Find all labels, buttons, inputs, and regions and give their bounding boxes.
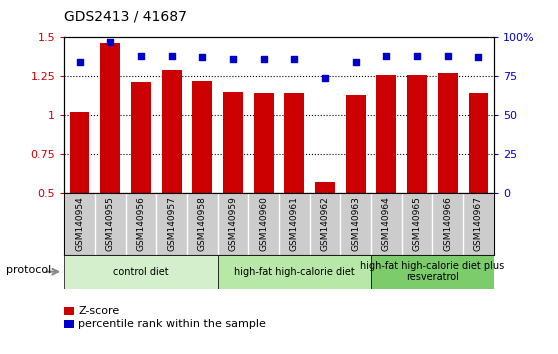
Bar — [70, 112, 89, 193]
Point — [320, 75, 329, 80]
Point — [259, 56, 268, 62]
Text: GSM140966: GSM140966 — [443, 196, 453, 251]
Bar — [315, 182, 335, 193]
Bar — [223, 92, 243, 193]
Text: GSM140961: GSM140961 — [290, 196, 299, 251]
Bar — [469, 93, 488, 193]
Text: percentile rank within the sample: percentile rank within the sample — [78, 319, 266, 329]
Point — [351, 59, 360, 65]
Text: GSM140963: GSM140963 — [351, 196, 360, 251]
Bar — [131, 82, 151, 193]
Text: high-fat high-calorie diet: high-fat high-calorie diet — [234, 267, 355, 277]
Text: GSM140954: GSM140954 — [75, 196, 84, 251]
Point — [382, 53, 391, 59]
Point — [75, 59, 84, 65]
Bar — [100, 44, 120, 193]
Point — [412, 53, 421, 59]
Text: GSM140956: GSM140956 — [136, 196, 146, 251]
Point — [136, 53, 145, 59]
Text: GDS2413 / 41687: GDS2413 / 41687 — [64, 9, 187, 23]
Point — [474, 55, 483, 60]
Bar — [371, 255, 494, 289]
Bar — [377, 75, 396, 193]
Text: GSM140967: GSM140967 — [474, 196, 483, 251]
Text: GSM140960: GSM140960 — [259, 196, 268, 251]
Point — [105, 39, 115, 45]
Text: GSM140955: GSM140955 — [105, 196, 115, 251]
Bar — [162, 70, 181, 193]
Text: GSM140964: GSM140964 — [382, 196, 391, 251]
Point — [443, 53, 452, 59]
Bar — [254, 93, 273, 193]
Point — [290, 56, 299, 62]
Text: GSM140962: GSM140962 — [320, 196, 330, 251]
Bar — [193, 81, 212, 193]
Bar — [346, 95, 365, 193]
Text: GSM140958: GSM140958 — [198, 196, 207, 251]
Bar — [407, 75, 427, 193]
Text: control diet: control diet — [113, 267, 169, 277]
Bar — [218, 255, 371, 289]
Point — [228, 56, 237, 62]
Text: protocol: protocol — [6, 265, 51, 275]
Text: GSM140965: GSM140965 — [412, 196, 422, 251]
Point — [167, 53, 176, 59]
Text: Z-score: Z-score — [78, 306, 119, 316]
Bar — [64, 255, 218, 289]
Text: high-fat high-calorie diet plus
resveratrol: high-fat high-calorie diet plus resverat… — [360, 261, 504, 282]
Text: GSM140959: GSM140959 — [228, 196, 238, 251]
Point — [198, 55, 206, 60]
Bar — [285, 93, 304, 193]
Text: GSM140957: GSM140957 — [167, 196, 176, 251]
Bar — [438, 73, 458, 193]
